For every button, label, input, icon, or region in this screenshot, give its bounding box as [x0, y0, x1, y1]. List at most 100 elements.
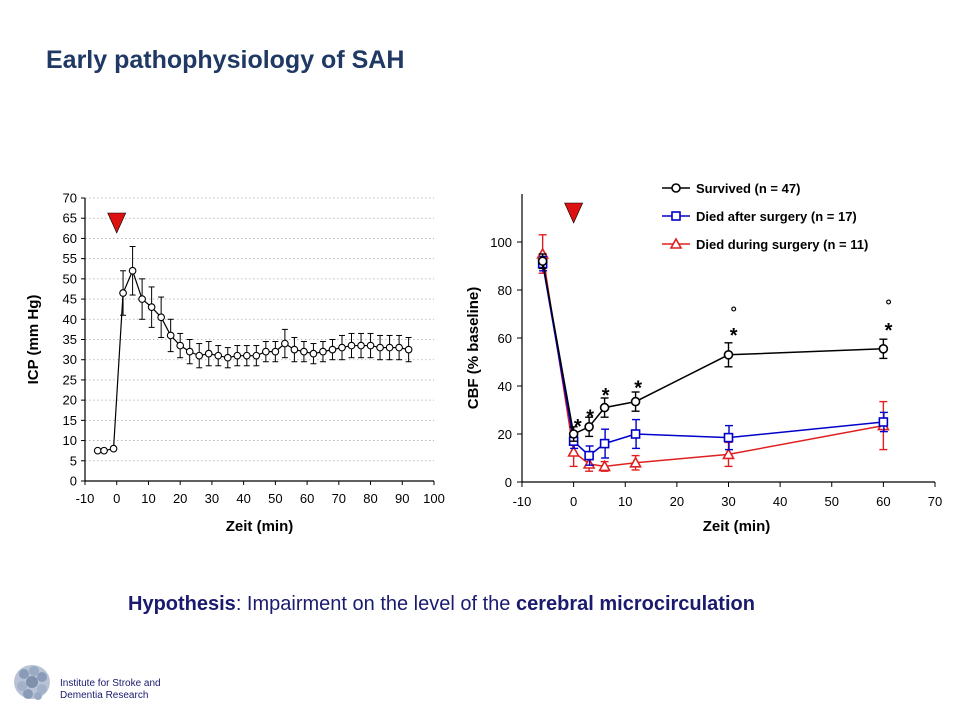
data-point	[568, 429, 579, 439]
x-tick-label: 20	[670, 494, 684, 509]
data-point	[319, 347, 327, 356]
x-tick-label: 50	[268, 491, 282, 506]
event-marker-icon	[107, 212, 127, 234]
data-point	[404, 345, 413, 354]
legend-label: Died during surgery (n = 11)	[696, 237, 868, 252]
y-tick-label: 20	[63, 393, 77, 408]
significance-star: *	[634, 378, 642, 400]
series-line	[97, 269, 409, 452]
significance-degree: °	[885, 297, 891, 314]
x-tick-label: 70	[332, 491, 346, 506]
significance-degree: °	[730, 305, 736, 322]
data-point	[328, 345, 337, 354]
data-point	[309, 349, 318, 358]
data-point	[185, 347, 194, 356]
data-point	[252, 351, 261, 360]
data-point	[630, 396, 641, 407]
data-point	[214, 351, 223, 360]
x-tick-label: -10	[513, 494, 532, 509]
data-point	[281, 339, 289, 348]
x-axis-label: Zeit (min)	[703, 518, 771, 535]
y-tick-label: 65	[63, 211, 77, 226]
data-point	[878, 343, 889, 354]
x-tick-label: 80	[363, 491, 377, 506]
y-axis-label: ICP (mm Hg)	[25, 295, 42, 385]
data-point	[395, 343, 403, 352]
data-point	[166, 331, 175, 340]
legend-marker	[669, 237, 683, 249]
slide-title: Early pathophysiology of SAH	[46, 46, 405, 74]
data-point	[366, 341, 375, 350]
x-tick-label: 30	[205, 491, 219, 506]
data-point	[584, 421, 594, 432]
significance-star: *	[730, 325, 738, 347]
data-point	[347, 341, 356, 350]
data-point	[261, 347, 270, 356]
significance-star: *	[574, 416, 582, 438]
data-point	[128, 266, 137, 275]
y-tick-label: 55	[63, 251, 77, 266]
data-point	[567, 445, 580, 457]
data-point	[119, 289, 127, 297]
data-point	[223, 353, 232, 362]
institute-line-1: Institute for Stroke and	[60, 678, 161, 689]
data-point	[722, 447, 735, 460]
data-point	[357, 341, 365, 350]
data-point	[723, 349, 734, 360]
y-axis-label: CBF (% baseline)	[465, 287, 482, 410]
data-point	[242, 351, 251, 360]
data-point	[599, 402, 610, 413]
y-tick-label: 70	[63, 191, 77, 206]
brain-logo-icon	[14, 665, 50, 700]
legend-marker	[671, 211, 681, 221]
significance-star: *	[885, 320, 893, 342]
x-tick-label: 40	[773, 494, 787, 509]
x-axis-label: Zeit (min)	[226, 518, 294, 535]
data-point	[300, 347, 308, 356]
data-point	[138, 295, 146, 303]
x-tick-label: 60	[876, 494, 890, 509]
data-point	[878, 417, 889, 427]
x-tick-label: -10	[76, 491, 95, 506]
y-tick-label: 60	[63, 231, 77, 246]
data-point	[100, 446, 108, 455]
hypothesis-text: Hypothesis: Impairment on the level of t…	[128, 593, 755, 616]
y-tick-label: 35	[63, 332, 77, 347]
data-point	[290, 345, 299, 354]
x-tick-label: 20	[173, 491, 187, 506]
y-tick-label: 15	[63, 413, 77, 428]
x-tick-label: 0	[570, 494, 577, 509]
significance-star: *	[586, 406, 594, 428]
x-tick-label: 30	[721, 494, 735, 509]
data-point	[109, 444, 118, 453]
hypothesis-emphasis: cerebral microcirculation	[515, 593, 755, 615]
institute-name: Institute for Stroke and Dementia Resear…	[60, 678, 161, 702]
data-point	[723, 432, 734, 443]
y-tick-label: 10	[63, 433, 77, 448]
event-marker-icon	[564, 202, 584, 224]
x-tick-label: 40	[236, 491, 250, 506]
x-tick-label: 90	[395, 491, 409, 506]
y-tick-label: 20	[498, 427, 512, 442]
x-tick-label: 70	[928, 494, 942, 509]
x-tick-label: 0	[113, 491, 120, 506]
data-point	[599, 438, 610, 449]
data-point	[157, 313, 165, 322]
data-point	[537, 256, 548, 267]
x-tick-label: 10	[141, 491, 155, 506]
data-point	[338, 343, 346, 352]
y-tick-label: 30	[63, 352, 77, 367]
hypothesis-label: Hypothesis	[128, 593, 236, 615]
data-point	[176, 341, 185, 350]
y-tick-label: 40	[63, 312, 77, 327]
y-tick-label: 80	[498, 283, 512, 298]
x-tick-label: 100	[423, 491, 445, 506]
series-line	[541, 253, 884, 468]
data-point	[204, 349, 213, 358]
legend-label: Survived (n = 47)	[696, 181, 800, 196]
x-tick-label: 10	[618, 494, 632, 509]
legend-marker	[671, 183, 681, 193]
significance-star: *	[602, 385, 610, 407]
y-tick-label: 0	[70, 474, 77, 489]
